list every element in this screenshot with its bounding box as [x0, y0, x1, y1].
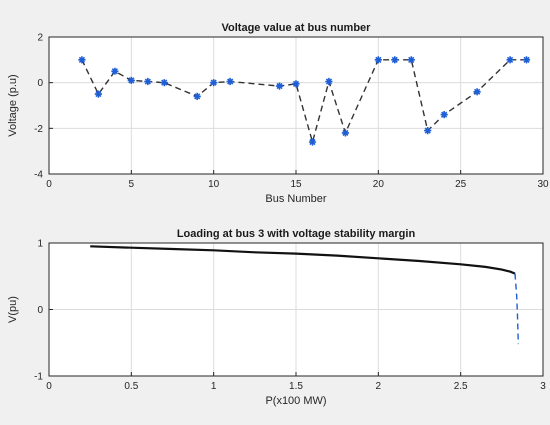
loading-y-tick-label: 0 — [37, 305, 43, 316]
voltage-data-point — [78, 56, 86, 64]
voltage-data-point — [193, 92, 201, 100]
voltage-data-point — [440, 111, 448, 119]
voltage-y-tick-label: -2 — [34, 124, 43, 135]
voltage-data-point — [341, 129, 349, 137]
loading-x-tick-label: 0 — [46, 381, 52, 392]
voltage-y-tick-label: 0 — [37, 78, 43, 89]
voltage-data-point — [473, 88, 481, 96]
voltage-data-point — [94, 90, 102, 98]
loading-x-axis-label: P(x100 MW) — [265, 395, 326, 407]
voltage-x-tick-label: 10 — [208, 179, 220, 190]
voltage-data-point — [325, 77, 333, 86]
loading-y-tick-label: -1 — [34, 372, 43, 383]
loading-x-tick-label: 0.5 — [124, 381, 138, 392]
voltage-data-point — [374, 56, 382, 64]
voltage-x-tick-label: 5 — [129, 179, 135, 190]
voltage-x-axis-label: Bus Number — [265, 193, 326, 205]
voltage-data-point — [226, 77, 234, 86]
voltage-x-tick-label: 25 — [455, 179, 467, 190]
voltage-data-point — [111, 67, 119, 75]
voltage-y-tick-label: -4 — [34, 170, 43, 181]
voltage-y-axis-label: Voltage (p.u) — [7, 74, 19, 136]
voltage-x-tick-label: 0 — [46, 179, 52, 190]
voltage-data-point — [391, 56, 399, 64]
voltage-x-tick-label: 30 — [537, 179, 549, 190]
loading-y-axis-label: V(pu) — [7, 296, 19, 323]
loading-x-tick-label: 1 — [211, 381, 217, 392]
voltage-series-line-1 — [81, 59, 527, 145]
loading-x-tick-label: 2 — [376, 381, 382, 392]
loading-x-tick-label: 1.5 — [289, 381, 303, 392]
voltage-data-point — [292, 80, 300, 88]
voltage-chart-title: Voltage value at bus number — [222, 22, 372, 34]
voltage-data-point — [210, 79, 218, 87]
voltage-data-point — [506, 56, 514, 64]
loading-series-line-2 — [514, 273, 519, 345]
loading-chart-title: Loading at bus 3 with voltage stability … — [177, 228, 416, 240]
voltage-data-point — [144, 77, 152, 86]
voltage-plot: 0 5 10 15 20 25 30 -4 -2 0 2 Voltage value at bus n… — [7, 22, 549, 205]
loading-series-line-1 — [90, 245, 516, 275]
voltage-x-tick-label: 15 — [290, 179, 302, 190]
voltage-data-point — [522, 56, 531, 64]
loading-y-tick-label: 1 — [37, 239, 43, 250]
voltage-x-tick-label: 20 — [373, 179, 385, 190]
voltage-y-tick-label: 2 — [37, 33, 43, 44]
voltage-data-point — [275, 82, 284, 90]
voltage-data-point — [407, 56, 415, 64]
loading-x-tick-label: 3 — [540, 381, 546, 392]
voltage-data-point — [160, 79, 168, 87]
loading-x-tick-label: 2.5 — [454, 381, 468, 392]
voltage-data-point — [424, 127, 432, 135]
voltage-data-point — [127, 76, 135, 84]
voltage-data-point — [308, 138, 317, 146]
